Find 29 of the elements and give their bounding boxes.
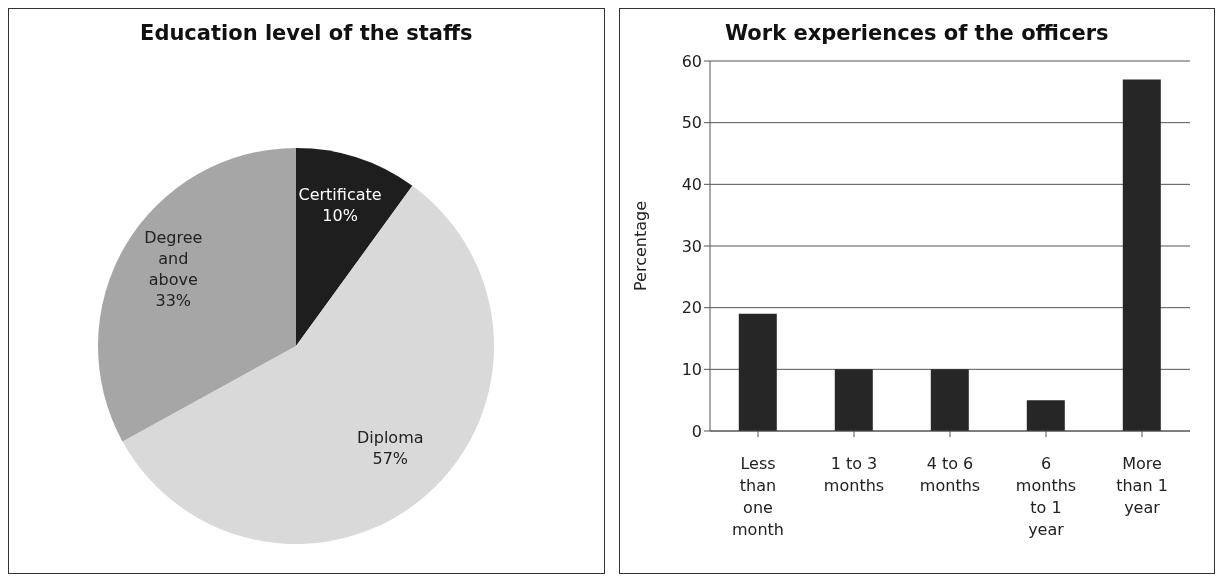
bar [1122, 79, 1161, 431]
x-tick-label: More than 1 year [1115, 454, 1168, 517]
bar [738, 313, 777, 431]
y-tick-label: 0 [691, 421, 702, 441]
slice-label: Certificate [298, 185, 382, 205]
x-tick-label: 6 months to 1 year [1015, 454, 1076, 539]
x-tick-label: Less than one month [731, 454, 784, 539]
y-tick-label: 40 [681, 175, 702, 195]
pie-slice [122, 185, 494, 544]
data-label: 10% [322, 206, 358, 226]
y-tick-label: 30 [681, 236, 702, 256]
bar [1026, 400, 1065, 431]
slice-label: Degree and above [144, 228, 203, 290]
y-axis-title: Percentage [630, 200, 650, 292]
pie-slice [296, 148, 413, 346]
y-tick-label: 60 [681, 51, 702, 71]
y-tick-label: 20 [681, 298, 702, 318]
data-label: 57% [372, 448, 409, 468]
chart-title: Education level of the staffs [139, 21, 474, 45]
slice-label: Diploma [357, 427, 424, 447]
bar [834, 369, 873, 431]
data-label: 33% [155, 291, 192, 311]
y-tick-label: 50 [681, 113, 702, 133]
x-tick-label: 4 to 6 months [919, 454, 980, 495]
bar [930, 369, 969, 431]
y-tick-label: 10 [681, 360, 702, 380]
x-tick-label: 1 to 3 months [823, 454, 884, 495]
pie-slice [98, 148, 296, 442]
chart-title: Work experiences of the officers [723, 21, 1110, 45]
